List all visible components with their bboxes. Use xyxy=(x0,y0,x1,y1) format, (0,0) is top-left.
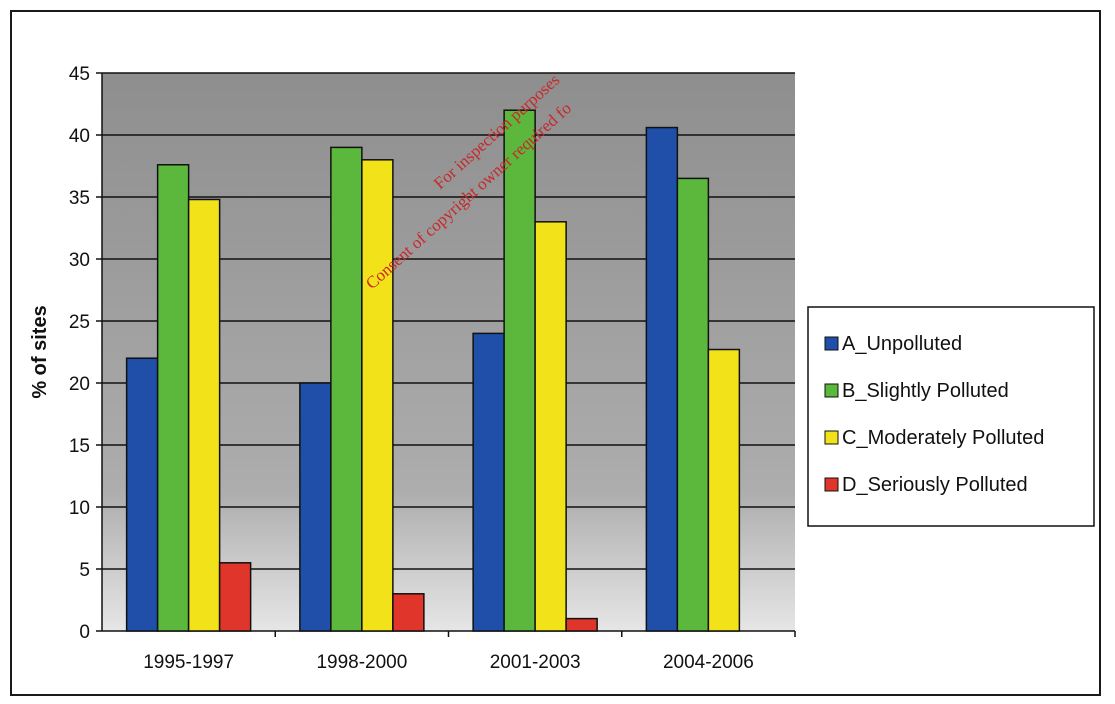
legend-label: B_Slightly Polluted xyxy=(842,380,1009,402)
bar xyxy=(645,126,679,632)
legend-swatch xyxy=(824,477,839,492)
bar xyxy=(218,562,252,632)
legend-swatch xyxy=(824,383,839,398)
legend-box xyxy=(807,306,1095,527)
y-axis-title: % of sites xyxy=(29,305,51,398)
bar xyxy=(361,159,394,632)
y-tick-label: 30 xyxy=(69,250,90,271)
bar xyxy=(676,177,710,632)
bar xyxy=(156,164,190,632)
legend-label: D_Seriously Polluted xyxy=(842,474,1028,496)
bar xyxy=(565,617,598,632)
x-tick-label: 1995-1997 xyxy=(143,652,234,673)
legend-label: A_Unpolluted xyxy=(842,333,962,355)
bar xyxy=(503,109,536,632)
bar xyxy=(125,357,159,632)
x-tick-label: 2004-2006 xyxy=(663,652,754,673)
x-tick-label: 1998-2000 xyxy=(316,652,407,673)
bar xyxy=(299,382,332,632)
bar xyxy=(472,332,505,632)
y-tick-label: 35 xyxy=(69,188,90,209)
bar xyxy=(392,593,425,632)
y-tick-label: 0 xyxy=(79,622,90,643)
legend-swatch xyxy=(824,336,839,351)
bar xyxy=(534,221,567,632)
y-tick-label: 25 xyxy=(69,312,90,333)
bar xyxy=(330,146,363,632)
y-tick-label: 40 xyxy=(69,126,90,147)
y-tick-label: 20 xyxy=(69,374,90,395)
legend-swatch xyxy=(824,430,839,445)
y-tick-label: 10 xyxy=(69,498,90,519)
x-tick-label: 2001-2003 xyxy=(490,652,581,673)
bar xyxy=(187,198,221,632)
legend-label: C_Moderately Polluted xyxy=(842,427,1044,449)
bar xyxy=(707,348,741,632)
y-tick-label: 5 xyxy=(79,560,90,581)
y-tick-label: 45 xyxy=(69,64,90,85)
y-tick-label: 15 xyxy=(69,436,90,457)
